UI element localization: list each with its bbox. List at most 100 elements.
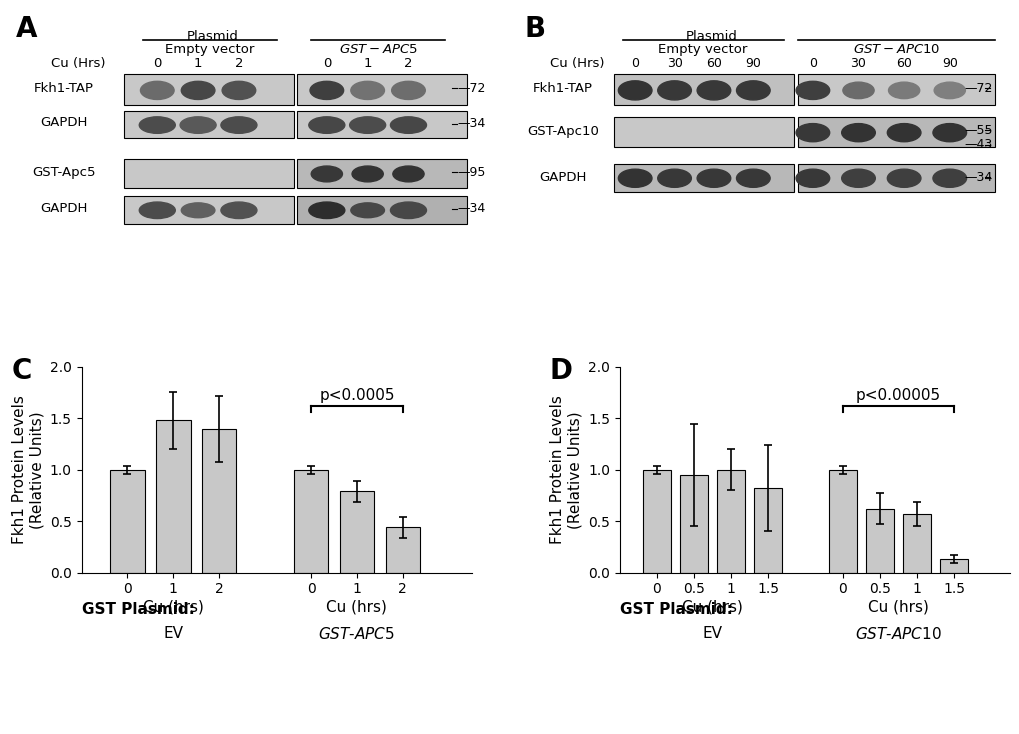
Ellipse shape: [932, 123, 966, 142]
Bar: [613, 74, 793, 105]
Text: GST-Apc5: GST-Apc5: [32, 166, 96, 179]
Ellipse shape: [309, 202, 344, 219]
Text: C: C: [11, 357, 32, 385]
Text: —34: —34: [964, 171, 993, 184]
Text: Plasmid: Plasmid: [186, 30, 238, 43]
Y-axis label: Fkh1 Protein Levels
(Relative Units): Fkh1 Protein Levels (Relative Units): [549, 396, 582, 544]
Text: 2: 2: [404, 57, 413, 70]
Text: GAPDH: GAPDH: [40, 116, 88, 129]
Bar: [297, 74, 467, 105]
Text: 90: 90: [941, 57, 957, 70]
Text: $\it{GST-APC5}$: $\it{GST-APC5}$: [338, 43, 417, 57]
Bar: [339, 491, 374, 573]
Text: 0: 0: [631, 57, 639, 70]
Bar: [754, 488, 782, 573]
Text: 2: 2: [234, 57, 243, 70]
Ellipse shape: [618, 169, 651, 187]
Ellipse shape: [932, 169, 966, 187]
Bar: [902, 514, 930, 573]
Ellipse shape: [842, 82, 873, 98]
Text: EV: EV: [702, 626, 721, 641]
Text: —95: —95: [457, 166, 485, 179]
Text: 30: 30: [850, 57, 865, 70]
Bar: [123, 74, 293, 105]
Text: Fkh1-TAP: Fkh1-TAP: [34, 81, 94, 95]
Ellipse shape: [140, 117, 175, 134]
Ellipse shape: [351, 203, 384, 218]
Text: 0: 0: [322, 57, 331, 70]
Text: —72: —72: [964, 81, 993, 95]
Text: —34: —34: [457, 202, 485, 215]
Ellipse shape: [657, 169, 691, 187]
Ellipse shape: [618, 81, 651, 100]
Bar: [123, 111, 293, 138]
Ellipse shape: [311, 166, 342, 182]
Ellipse shape: [181, 81, 215, 100]
Ellipse shape: [887, 169, 920, 187]
Text: 60: 60: [705, 57, 721, 70]
Text: —72: —72: [457, 81, 485, 95]
Ellipse shape: [657, 81, 691, 100]
Text: GST-Apc10: GST-Apc10: [527, 125, 598, 137]
Ellipse shape: [222, 81, 256, 100]
Text: Empty vector: Empty vector: [657, 43, 746, 57]
Ellipse shape: [310, 81, 343, 100]
Text: —34: —34: [457, 117, 485, 130]
Text: 30: 30: [666, 57, 682, 70]
Ellipse shape: [392, 166, 424, 182]
Bar: [940, 559, 967, 573]
Bar: [297, 197, 467, 223]
Ellipse shape: [141, 81, 174, 100]
Ellipse shape: [181, 203, 215, 218]
Bar: [385, 527, 420, 573]
Text: Cu (hrs): Cu (hrs): [867, 599, 928, 614]
Text: —43: —43: [964, 139, 993, 151]
Text: 0: 0: [153, 57, 161, 70]
Bar: [827, 470, 856, 573]
Text: GAPDH: GAPDH: [539, 171, 586, 184]
Bar: [798, 117, 995, 147]
Text: 0: 0: [808, 57, 816, 70]
Text: Cu (Hrs): Cu (Hrs): [549, 57, 604, 70]
Bar: [123, 159, 293, 188]
Ellipse shape: [736, 169, 769, 187]
Ellipse shape: [390, 202, 426, 219]
Text: Fkh1-TAP: Fkh1-TAP: [533, 81, 592, 95]
Ellipse shape: [351, 81, 384, 100]
Text: A: A: [15, 15, 37, 43]
Text: GAPDH: GAPDH: [40, 202, 88, 215]
Text: Cu (hrs): Cu (hrs): [682, 599, 743, 614]
Ellipse shape: [933, 82, 964, 98]
Ellipse shape: [309, 117, 344, 134]
Ellipse shape: [887, 123, 920, 142]
Text: B: B: [524, 15, 545, 43]
Bar: [613, 164, 793, 192]
Text: EV: EV: [163, 626, 183, 641]
Text: GST Plasmid:: GST Plasmid:: [82, 602, 195, 617]
Ellipse shape: [221, 202, 257, 219]
Text: D: D: [549, 357, 572, 385]
Bar: [297, 159, 467, 188]
Ellipse shape: [795, 169, 828, 187]
Bar: [613, 117, 793, 147]
Text: 1: 1: [363, 57, 372, 70]
Bar: [798, 164, 995, 192]
Bar: [680, 475, 707, 573]
Ellipse shape: [736, 81, 769, 100]
Text: 60: 60: [896, 57, 911, 70]
Bar: [123, 197, 293, 223]
Ellipse shape: [795, 81, 828, 100]
Ellipse shape: [221, 117, 257, 134]
Bar: [110, 470, 145, 573]
Ellipse shape: [696, 81, 730, 100]
Text: Plasmid: Plasmid: [686, 30, 737, 43]
Text: $\it{GST\text{-}APC5}$: $\it{GST\text{-}APC5}$: [318, 626, 395, 642]
Text: 1: 1: [194, 57, 202, 70]
Bar: [865, 509, 893, 573]
Ellipse shape: [352, 166, 383, 182]
Bar: [156, 421, 191, 573]
Ellipse shape: [841, 123, 874, 142]
Text: Cu (hrs): Cu (hrs): [326, 599, 387, 614]
Text: 90: 90: [745, 57, 760, 70]
Bar: [202, 429, 236, 573]
